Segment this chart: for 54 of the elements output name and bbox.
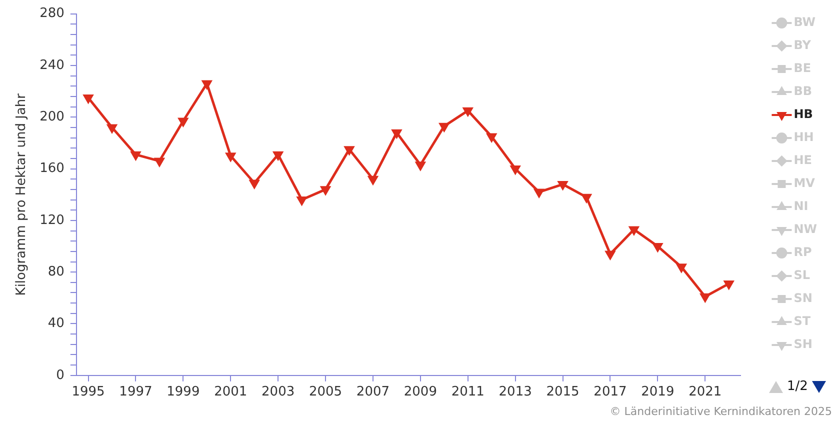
text: © Länderinitiative Kernindikatoren 2025 xyxy=(610,404,832,418)
y-axis-title: Kilogramm pro Hektar und Jahr xyxy=(14,92,30,296)
x-tick-label: 2021 xyxy=(688,384,722,400)
point xyxy=(202,80,212,90)
x-tick-label: 2005 xyxy=(308,384,342,400)
x-tick-label: 2009 xyxy=(404,384,437,400)
y-tick-label: 240 xyxy=(40,58,64,73)
y-tick-label: 80 xyxy=(48,264,64,280)
x-tick-label: 1997 xyxy=(119,384,152,400)
point xyxy=(534,188,544,198)
point xyxy=(510,166,521,175)
point xyxy=(344,146,355,156)
text: 1/2 xyxy=(787,379,808,394)
point xyxy=(558,181,568,190)
point xyxy=(486,133,497,142)
y-tick-label: 200 xyxy=(40,109,64,124)
point xyxy=(178,118,188,127)
point xyxy=(154,158,165,168)
point xyxy=(368,176,378,186)
point xyxy=(652,243,663,252)
x-tick-label: 2007 xyxy=(356,384,390,400)
y-tick-label: 160 xyxy=(40,161,64,176)
point xyxy=(676,264,687,273)
x-tick-label: 2015 xyxy=(546,384,580,400)
y-tick-label: 0 xyxy=(56,368,64,383)
point xyxy=(438,122,450,132)
x-tick-label: 2011 xyxy=(451,384,484,400)
point xyxy=(130,151,141,161)
x-tick-label: 2013 xyxy=(498,384,532,400)
point xyxy=(700,293,710,303)
point xyxy=(83,94,94,104)
point xyxy=(225,152,236,162)
point xyxy=(272,151,284,161)
x-tick-label: 2019 xyxy=(641,384,674,400)
point xyxy=(415,162,426,171)
x-tick-label: 2017 xyxy=(594,384,627,400)
x-tick-label: 2003 xyxy=(262,384,295,400)
y-tick-label: 40 xyxy=(48,316,64,332)
point xyxy=(249,180,260,189)
point xyxy=(106,124,118,134)
point xyxy=(391,129,402,139)
legend-label: HB xyxy=(794,107,813,122)
point xyxy=(724,280,734,290)
x-tick-label: 1995 xyxy=(72,384,105,400)
y-tick-label: 280 xyxy=(40,6,64,22)
point xyxy=(628,226,640,236)
point xyxy=(320,186,331,196)
point xyxy=(296,196,308,206)
point xyxy=(581,194,592,204)
x-tick-label: 1999 xyxy=(166,384,200,400)
point xyxy=(604,250,616,260)
y-tick-label: 120 xyxy=(40,212,64,228)
point xyxy=(462,107,474,117)
x-tick-label: 2001 xyxy=(214,384,248,400)
